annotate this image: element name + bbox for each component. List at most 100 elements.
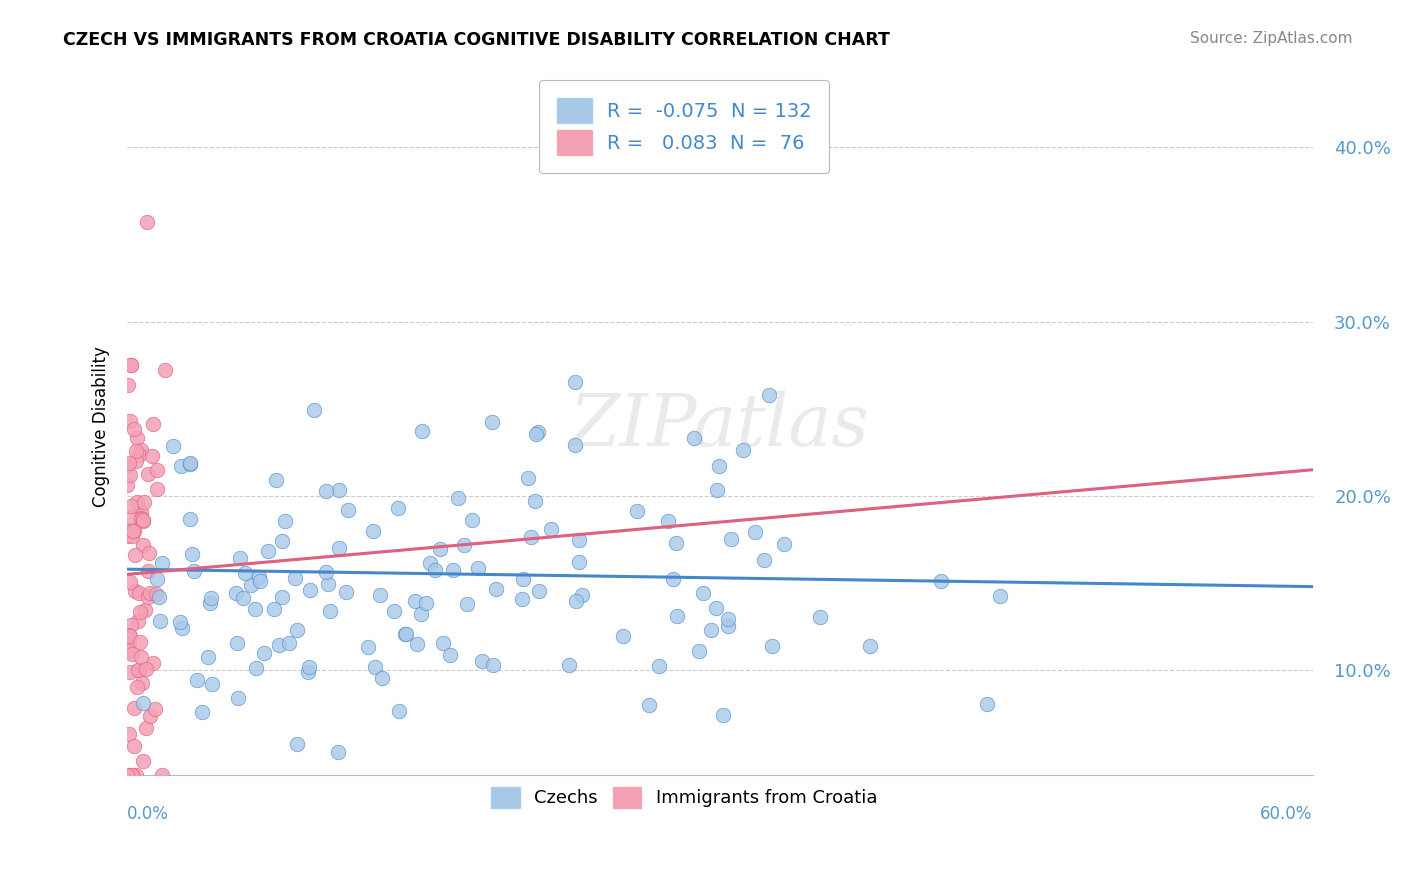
Point	[382, 604, 405, 618]
Point	[297, 665, 319, 680]
Point	[733, 443, 755, 458]
Point	[626, 504, 648, 518]
Point	[128, 448, 150, 462]
Point	[568, 555, 591, 569]
Point	[138, 586, 160, 600]
Point	[120, 500, 142, 514]
Point	[121, 768, 143, 782]
Point	[135, 663, 157, 677]
Point	[315, 566, 337, 580]
Point	[929, 574, 952, 588]
Point	[127, 614, 149, 628]
Point	[121, 358, 143, 372]
Point	[664, 536, 686, 550]
Text: ZIPatlas: ZIPatlas	[569, 391, 869, 461]
Point	[665, 609, 688, 624]
Point	[117, 377, 139, 392]
Point	[273, 514, 295, 528]
Point	[170, 622, 193, 636]
Legend: Czechs, Immigrants from Croatia: Czechs, Immigrants from Croatia	[491, 787, 877, 808]
Point	[512, 591, 534, 606]
Point	[411, 425, 433, 439]
Point	[118, 574, 141, 589]
Point	[527, 584, 550, 599]
Point	[118, 665, 141, 679]
Point	[129, 442, 152, 457]
Point	[298, 660, 321, 674]
Point	[387, 500, 409, 515]
Point	[121, 768, 143, 782]
Point	[129, 510, 152, 524]
Point	[179, 456, 201, 470]
Point	[131, 650, 153, 665]
Point	[253, 646, 276, 660]
Point	[688, 644, 710, 658]
Point	[135, 215, 157, 229]
Point	[328, 483, 350, 498]
Point	[197, 650, 219, 665]
Point	[692, 586, 714, 600]
Point	[394, 627, 416, 641]
Point	[122, 739, 145, 754]
Point	[146, 482, 169, 496]
Point	[150, 768, 173, 782]
Text: 60.0%: 60.0%	[1260, 805, 1313, 823]
Point	[682, 431, 704, 445]
Point	[284, 571, 307, 585]
Point	[229, 550, 252, 565]
Point	[125, 495, 148, 509]
Point	[125, 680, 148, 694]
Point	[565, 594, 588, 608]
Point	[122, 422, 145, 436]
Point	[558, 657, 581, 672]
Point	[122, 700, 145, 714]
Point	[326, 745, 349, 759]
Point	[388, 704, 411, 718]
Point	[657, 514, 679, 528]
Point	[129, 634, 152, 648]
Point	[371, 671, 394, 685]
Point	[129, 605, 152, 619]
Point	[135, 721, 157, 735]
Point	[139, 709, 162, 723]
Point	[125, 444, 148, 458]
Point	[118, 637, 141, 651]
Point	[169, 615, 191, 629]
Point	[148, 591, 170, 605]
Point	[118, 768, 141, 782]
Point	[395, 627, 418, 641]
Point	[429, 541, 451, 556]
Point	[146, 463, 169, 477]
Point	[361, 524, 384, 538]
Point	[754, 553, 776, 567]
Point	[481, 415, 503, 429]
Point	[181, 547, 204, 561]
Text: 0.0%: 0.0%	[127, 805, 169, 823]
Point	[470, 654, 492, 668]
Point	[461, 513, 484, 527]
Y-axis label: Cognitive Disability: Cognitive Disability	[93, 346, 110, 507]
Point	[118, 726, 141, 740]
Point	[720, 532, 742, 546]
Point	[225, 586, 247, 600]
Point	[662, 572, 685, 586]
Point	[773, 536, 796, 550]
Point	[124, 584, 146, 599]
Point	[423, 563, 446, 577]
Point	[859, 639, 882, 653]
Point	[117, 529, 139, 543]
Point	[136, 467, 159, 482]
Point	[318, 577, 340, 591]
Point	[247, 569, 270, 583]
Point	[146, 572, 169, 586]
Point	[456, 597, 478, 611]
Point	[707, 458, 730, 473]
Point	[128, 586, 150, 600]
Point	[134, 602, 156, 616]
Point	[711, 708, 734, 723]
Point	[481, 657, 503, 672]
Point	[571, 588, 593, 602]
Point	[245, 661, 267, 675]
Point	[638, 698, 661, 712]
Point	[124, 549, 146, 563]
